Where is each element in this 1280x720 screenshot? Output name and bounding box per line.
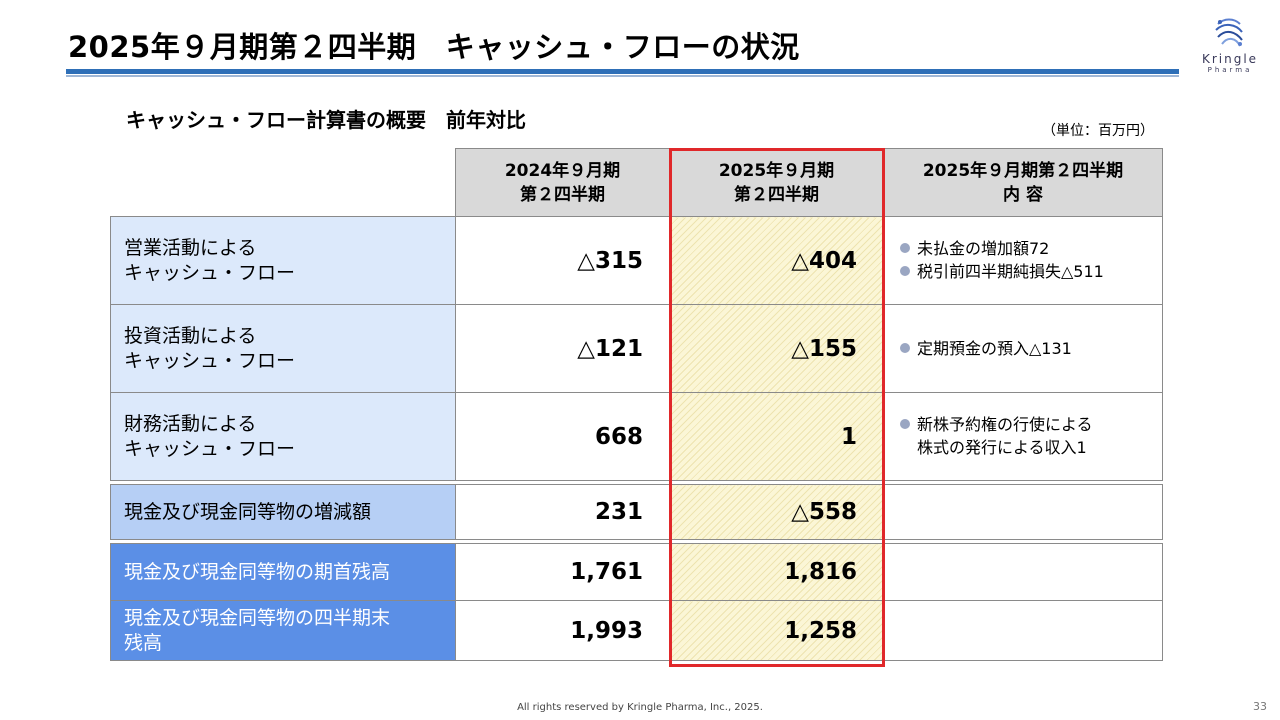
row-label: 営業活動による キャッシュ・フロー: [110, 216, 456, 305]
value-prev: 1,993: [455, 600, 670, 661]
section-subtitle: キャッシュ・フロー計算書の概要 前年対比: [126, 108, 526, 132]
value-prev: 1,761: [455, 543, 670, 601]
unit-label: （単位：百万円）: [1042, 123, 1154, 139]
company-logo: Kringle Pharma: [1198, 16, 1262, 86]
table-row-operating: 営業活動による キャッシュ・フロー △315 △404 未払金の増加額72 税引前…: [110, 216, 1163, 305]
empty-detail-cell: [883, 543, 1163, 601]
row-details: 未払金の増加額72 税引前四半期純損失△511: [883, 216, 1163, 305]
value-curr: △155: [669, 304, 884, 393]
logo-subtext: Pharma: [1207, 66, 1253, 74]
value-prev: △121: [455, 304, 670, 393]
table-row-opening-balance: 現金及び現金同等物の期首残高 1,761 1,816: [110, 543, 1163, 601]
value-curr: △558: [669, 484, 884, 540]
value-curr: 1,816: [669, 543, 884, 601]
table-row-net-change: 現金及び現金同等物の増減額 231 △558: [110, 484, 1163, 540]
kringle-logo-icon: [1215, 18, 1243, 47]
column-header-prev: 2024年９月期 第２四半期: [455, 148, 670, 217]
value-prev: 668: [455, 392, 670, 481]
row-label: 現金及び現金同等物の増減額: [110, 484, 456, 540]
page-title: 2025年９月期第２四半期 キャッシュ・フローの状況: [68, 30, 800, 64]
bullet-dot-icon: [900, 419, 910, 429]
row-label: 現金及び現金同等物の四半期末 残高: [110, 600, 456, 661]
logo-wordmark: Kringle: [1201, 52, 1259, 66]
row-details: 新株予約権の行使による 株式の発行による収入1: [883, 392, 1163, 481]
empty-detail-cell: [883, 484, 1163, 540]
detail-bullet: 定期預金の預入△131: [900, 337, 1152, 360]
empty-detail-cell: [883, 600, 1163, 661]
detail-bullet: 新株予約権の行使による 株式の発行による収入1: [900, 413, 1152, 459]
row-label: 投資活動による キャッシュ・フロー: [110, 304, 456, 393]
detail-bullet: 未払金の増加額72: [900, 237, 1152, 260]
table-row-closing-balance: 現金及び現金同等物の四半期末 残高 1,993 1,258: [110, 600, 1163, 661]
title-underline-thin: [66, 75, 1179, 77]
bullet-dot-icon: [900, 243, 910, 253]
value-prev: △315: [455, 216, 670, 305]
header-blank-cell: [110, 148, 456, 217]
column-header-details: 2025年９月期第２四半期内 容: [883, 148, 1163, 217]
table-header-row: 2024年９月期 第２四半期 2025年９月期 第２四半期 2025年９月期第２四半…: [110, 148, 1163, 217]
bullet-dot-icon: [900, 266, 910, 276]
value-curr: 1: [669, 392, 884, 481]
row-details: 定期預金の預入△131: [883, 304, 1163, 393]
table-row-investing: 投資活動による キャッシュ・フロー △121 △155 定期預金の預入△131: [110, 304, 1163, 393]
row-label: 財務活動による キャッシュ・フロー: [110, 392, 456, 481]
value-prev: 231: [455, 484, 670, 540]
bullet-dot-icon: [900, 343, 910, 353]
value-curr: △404: [669, 216, 884, 305]
detail-bullet: 税引前四半期純損失△511: [900, 260, 1152, 283]
cash-flow-table: 2024年９月期 第２四半期 2025年９月期 第２四半期 2025年９月期第２四半…: [110, 148, 1163, 661]
value-curr: 1,258: [669, 600, 884, 661]
table-row-financing: 財務活動による キャッシュ・フロー 668 1 新株予約権の行使による 株式の発行に…: [110, 392, 1163, 481]
column-header-curr: 2025年９月期 第２四半期: [669, 148, 884, 217]
title-underline-thick: [66, 69, 1179, 74]
copyright-footer: All rights reserved by Kringle Pharma, I…: [517, 702, 763, 713]
row-label: 現金及び現金同等物の期首残高: [110, 543, 456, 601]
page-number: 33: [1253, 700, 1267, 713]
